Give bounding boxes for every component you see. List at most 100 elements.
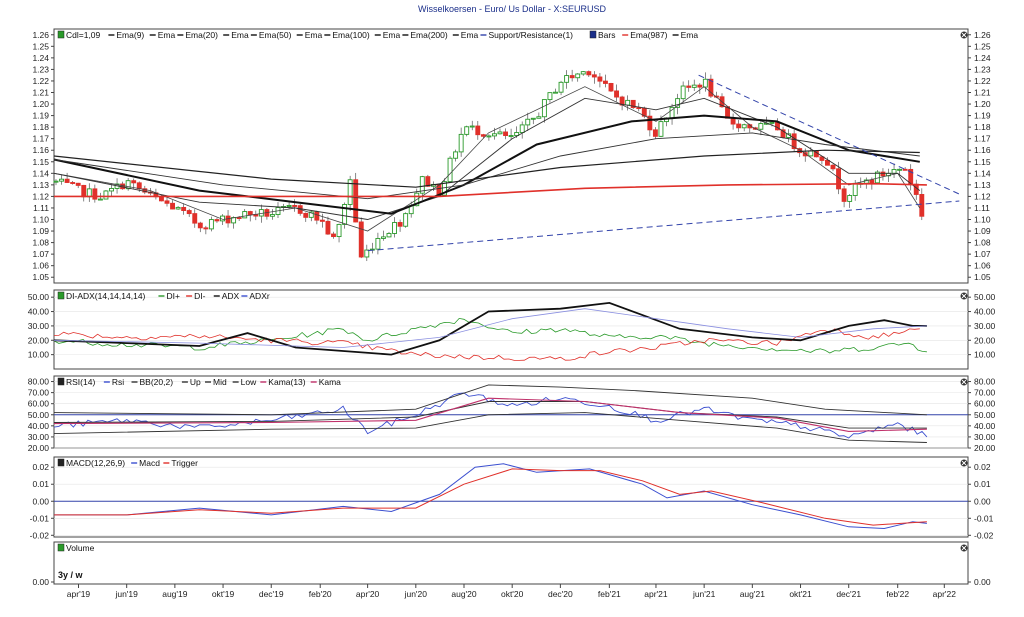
candle xyxy=(586,71,592,76)
candle xyxy=(331,233,336,238)
y-tick-label-right: 1.12 xyxy=(974,191,991,201)
y-tick-label-right: 1.09 xyxy=(974,226,991,236)
y-tick-label-left: 0.00 xyxy=(32,577,49,587)
x-tick-label: okt'20 xyxy=(501,589,524,599)
line-low xyxy=(53,412,927,443)
candle xyxy=(392,222,397,234)
legend-label: Ema(987) xyxy=(630,30,667,40)
y-tick-label-right: 1.23 xyxy=(974,64,991,74)
line-di-plus xyxy=(53,317,927,354)
candle xyxy=(425,176,431,187)
y-tick-label-left: 1.13 xyxy=(32,180,49,190)
legend-label: BB(20,2) xyxy=(140,377,174,387)
candle xyxy=(497,131,503,135)
y-tick-label-left: 1.11 xyxy=(33,203,49,213)
close-icon-mark xyxy=(961,379,967,385)
candle xyxy=(503,131,508,137)
candle xyxy=(675,98,681,108)
candle xyxy=(242,211,248,219)
candle xyxy=(75,182,81,186)
y-tick-label-left: 1.09 xyxy=(32,226,49,236)
candle xyxy=(625,99,631,106)
y-tick-label-left: 1.22 xyxy=(32,76,49,86)
candle xyxy=(175,206,181,210)
legend-label: MACD(12,26,9) xyxy=(66,458,125,468)
candle xyxy=(736,123,742,129)
candle xyxy=(614,90,619,98)
y-tick-label-right: 50.00 xyxy=(974,410,996,420)
candle xyxy=(647,115,653,131)
candle xyxy=(825,159,830,166)
candle xyxy=(208,219,214,230)
candle xyxy=(158,196,164,202)
candle xyxy=(453,151,459,159)
y-tick-label-left: 80.00 xyxy=(28,377,50,387)
candle xyxy=(103,190,109,200)
legend-label: Trigger xyxy=(171,458,198,468)
y-tick-label-right: 0.00 xyxy=(974,577,991,587)
y-tick-label-left: -0.02 xyxy=(30,530,50,540)
candle xyxy=(325,220,331,235)
y-tick-label-left: 1.19 xyxy=(32,111,49,121)
candle xyxy=(303,212,309,218)
candle xyxy=(292,205,298,207)
y-tick-label-right: 0.02 xyxy=(974,462,991,472)
line-ema50 xyxy=(53,114,920,215)
candle xyxy=(225,215,231,224)
candle xyxy=(247,211,253,215)
x-tick-label: jun'21 xyxy=(692,589,716,599)
y-tick-label-right: 40.00 xyxy=(974,307,996,317)
y-tick-label-right: 1.15 xyxy=(974,157,991,167)
legend-label: Kama(13) xyxy=(268,377,305,387)
legend-label: Ema xyxy=(681,30,699,40)
y-tick-label-left: 1.06 xyxy=(32,261,49,271)
y-tick-label-right: 50.00 xyxy=(974,292,996,302)
candle xyxy=(830,164,836,170)
legend-swatch xyxy=(57,377,65,386)
candle xyxy=(880,171,886,177)
candle xyxy=(136,182,142,190)
candle xyxy=(480,134,486,137)
candle xyxy=(680,85,686,100)
candle xyxy=(214,219,220,222)
line-di-minus xyxy=(53,328,920,361)
candle xyxy=(791,133,797,150)
x-tick-label: feb'21 xyxy=(598,589,621,599)
legend-label: Ema xyxy=(158,30,176,40)
candle xyxy=(808,150,814,157)
candle xyxy=(447,157,453,183)
x-tick-label: apr'22 xyxy=(933,589,957,599)
y-tick-label-left: 1.21 xyxy=(32,88,49,98)
y-tick-label-right: 0.01 xyxy=(974,479,991,489)
legend-label: Kama xyxy=(319,377,341,387)
candle xyxy=(358,221,364,258)
candle xyxy=(131,180,137,184)
window-title: Wisselkoersen - Euro/ Us Dollar - X:SEUR… xyxy=(417,4,607,14)
x-tick-label: okt'19 xyxy=(212,589,235,599)
legend-swatch xyxy=(57,291,65,300)
legend-label: Ema xyxy=(383,30,401,40)
y-tick-label-right: 1.22 xyxy=(974,76,991,86)
y-tick-label-left: 50.00 xyxy=(28,410,50,420)
line-ema100 xyxy=(53,132,920,200)
candle xyxy=(758,123,764,130)
panel-frame-adx xyxy=(53,289,969,370)
y-tick-label-right: -0.01 xyxy=(974,513,994,523)
y-tick-label-left: 30.00 xyxy=(28,432,50,442)
panel-frame-price xyxy=(53,28,969,284)
y-tick-label-right: 60.00 xyxy=(974,399,996,409)
y-tick-label-left: 1.08 xyxy=(32,238,49,248)
y-tick-label-right: 70.00 xyxy=(974,388,996,398)
y-tick-label-right: 1.16 xyxy=(974,145,991,155)
candle xyxy=(270,214,275,217)
y-tick-label-right: 10.00 xyxy=(974,350,996,360)
y-tick-label-left: 1.26 xyxy=(32,30,49,40)
candle xyxy=(569,75,575,79)
legend-label: RSI(14) xyxy=(66,377,95,387)
candle xyxy=(702,78,708,88)
line-ema987 xyxy=(54,182,927,198)
legend-label: Bars xyxy=(598,30,615,40)
legend-label: Rsi xyxy=(112,377,124,387)
legend-label: Mid xyxy=(213,377,227,387)
